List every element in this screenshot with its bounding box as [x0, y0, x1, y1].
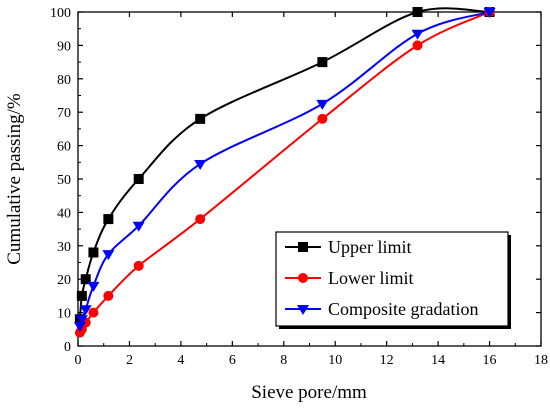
x-tick-label: 16 [483, 353, 497, 368]
x-tick-label: 14 [431, 353, 445, 368]
data-point-series-0 [412, 7, 423, 17]
data-point-series-1 [317, 113, 328, 124]
data-point-series-1 [195, 214, 206, 225]
x-tick-label: 6 [229, 353, 236, 368]
y-tick-label: 10 [57, 307, 71, 322]
y-axis-label: Cumulative passing/% [4, 93, 25, 265]
legend-marker-1 [298, 273, 308, 283]
y-tick-label: 50 [57, 173, 71, 188]
legend-label-1: Lower limit [328, 268, 413, 288]
data-point-series-0 [76, 290, 87, 301]
y-axis-ticks: 0 10 20 30 40 50 60 70 80 90 100 [50, 6, 541, 355]
data-point-series-2 [194, 159, 207, 170]
y-tick-label: 20 [57, 273, 71, 288]
data-point-series-1 [103, 290, 114, 301]
x-axis-ticks: 0 2 4 6 8 10 12 14 16 18 [75, 12, 548, 368]
x-tick-label: 18 [534, 353, 548, 368]
data-point-series-2 [132, 221, 145, 232]
x-tick-label: 8 [280, 353, 287, 368]
x-axis-label: Sieve pore/mm [251, 382, 367, 403]
data-point-series-0 [195, 113, 206, 124]
x-tick-label: 4 [177, 353, 184, 368]
legend-marker-0 [298, 242, 308, 252]
data-point-series-0 [103, 214, 114, 225]
data-point-series-0 [80, 274, 91, 285]
data-point-series-0 [88, 247, 99, 258]
x-tick-label: 0 [75, 353, 82, 368]
y-tick-label: 100 [50, 6, 71, 21]
series-markers [73, 7, 496, 338]
data-point-series-2 [411, 29, 424, 40]
legend-label-2: Composite gradation [328, 299, 478, 319]
y-tick-label: 0 [64, 340, 71, 355]
legend-label-0: Upper limit [328, 237, 412, 257]
x-tick-label: 12 [380, 353, 394, 368]
data-point-series-2 [483, 8, 496, 18]
chart-legend: Upper limit Lower limit Composite gradatio… [275, 231, 511, 329]
data-point-series-2 [79, 305, 92, 316]
y-tick-label: 40 [57, 206, 71, 221]
data-point-series-2 [73, 321, 86, 332]
data-point-series-0 [133, 174, 144, 184]
data-point-series-1 [88, 307, 99, 318]
x-tick-label: 2 [126, 353, 133, 368]
y-tick-label: 30 [57, 240, 71, 255]
data-point-series-1 [412, 40, 423, 51]
data-point-series-2 [102, 250, 115, 261]
y-tick-label: 60 [57, 140, 71, 155]
data-point-series-2 [75, 315, 88, 326]
data-point-series-1 [133, 260, 144, 271]
data-point-series-2 [316, 99, 329, 110]
y-tick-label: 80 [57, 73, 71, 88]
y-tick-label: 90 [57, 39, 71, 54]
legend-marker-2 [297, 305, 309, 315]
x-tick-label: 10 [328, 353, 342, 368]
y-tick-label: 70 [57, 106, 71, 121]
data-point-series-0 [317, 57, 328, 68]
data-point-series-2 [87, 281, 100, 292]
